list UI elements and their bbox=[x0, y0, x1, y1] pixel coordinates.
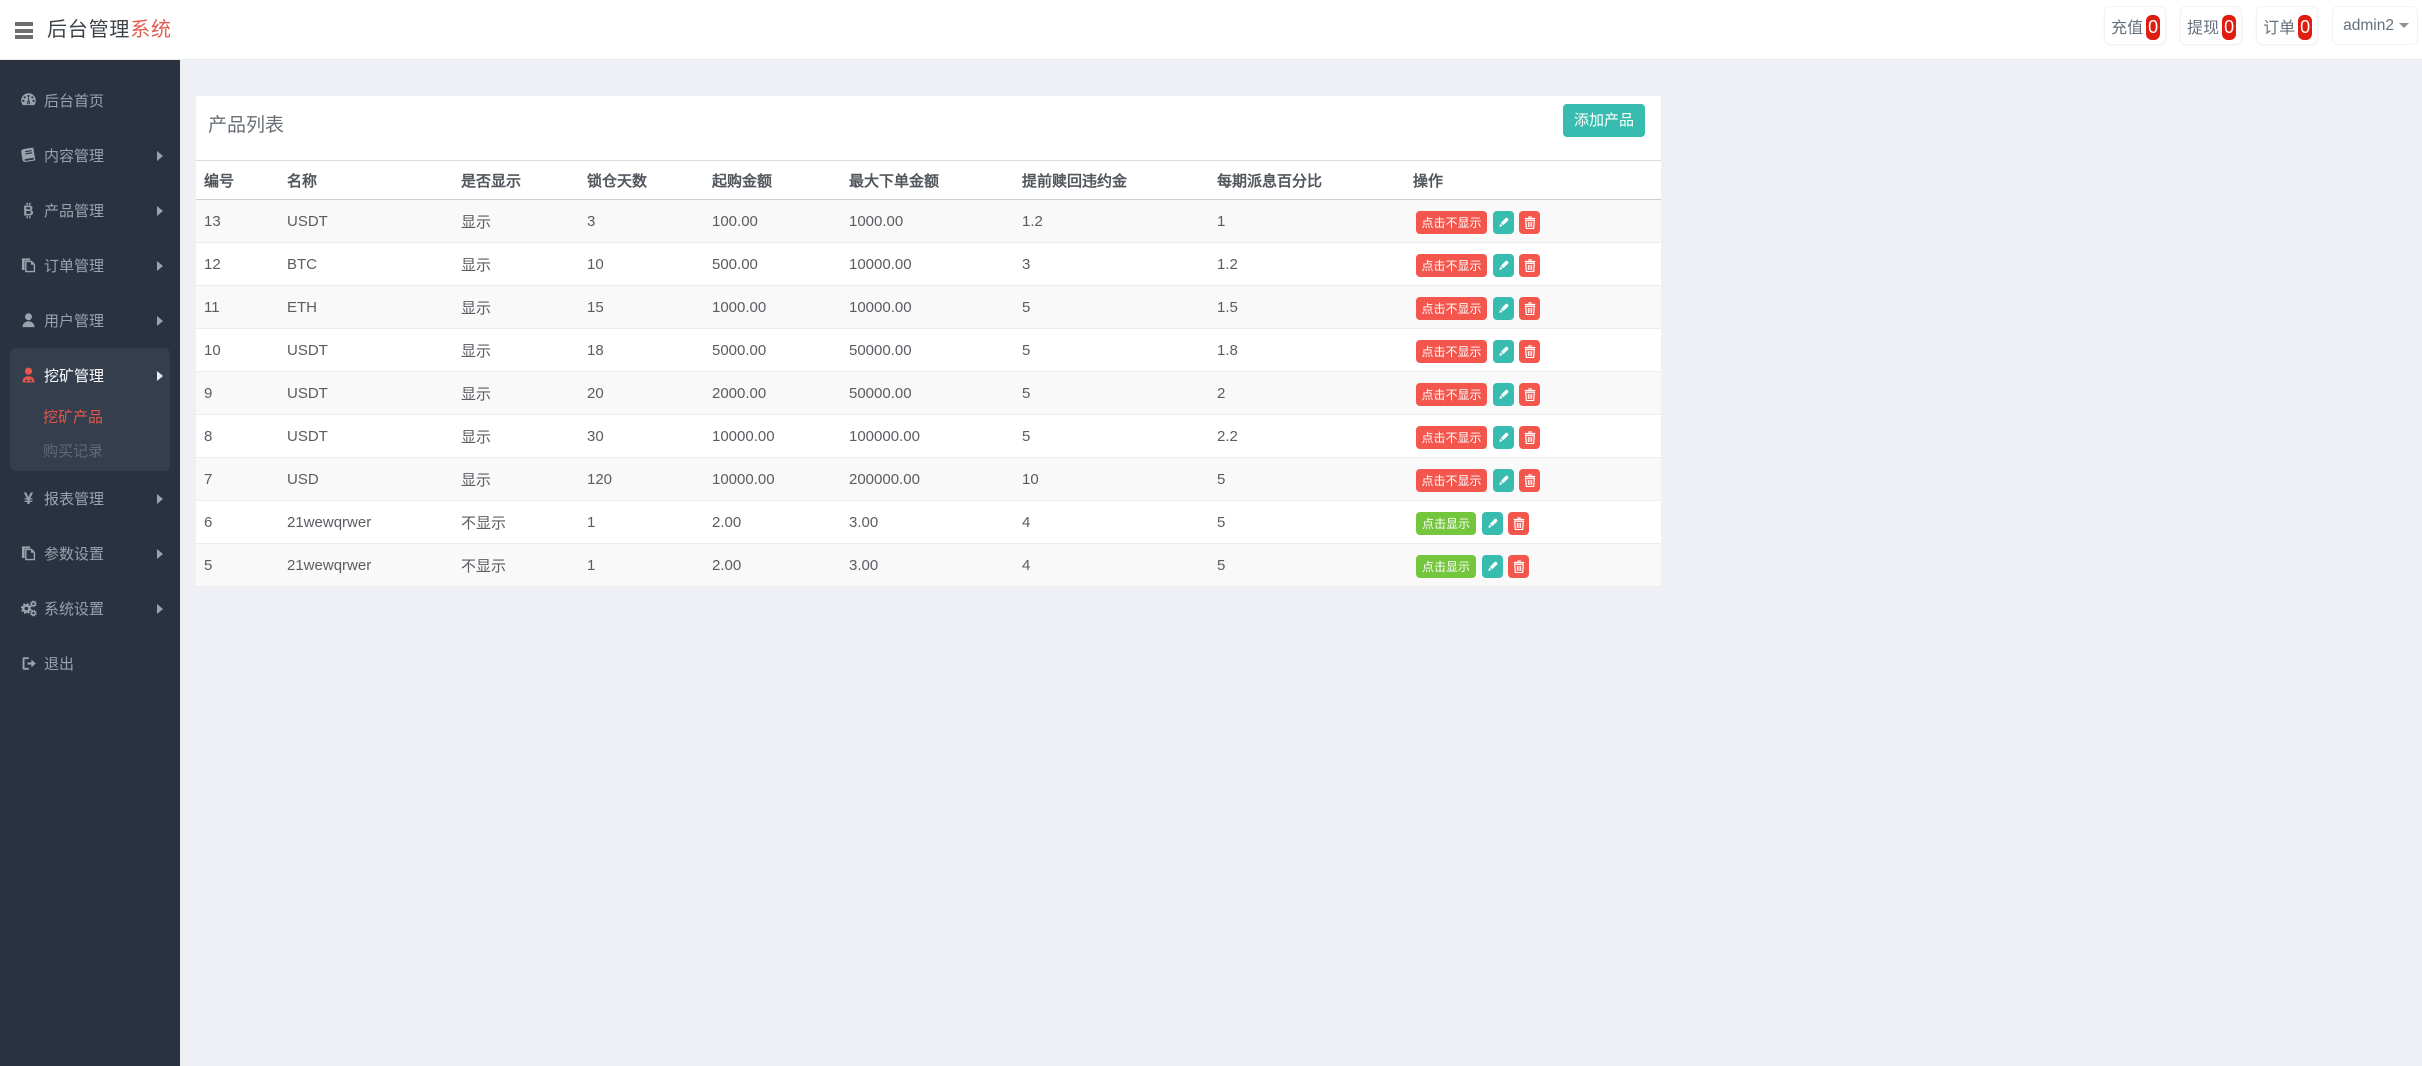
svg-text:B: B bbox=[23, 204, 33, 219]
svg-text:¥: ¥ bbox=[24, 490, 34, 507]
